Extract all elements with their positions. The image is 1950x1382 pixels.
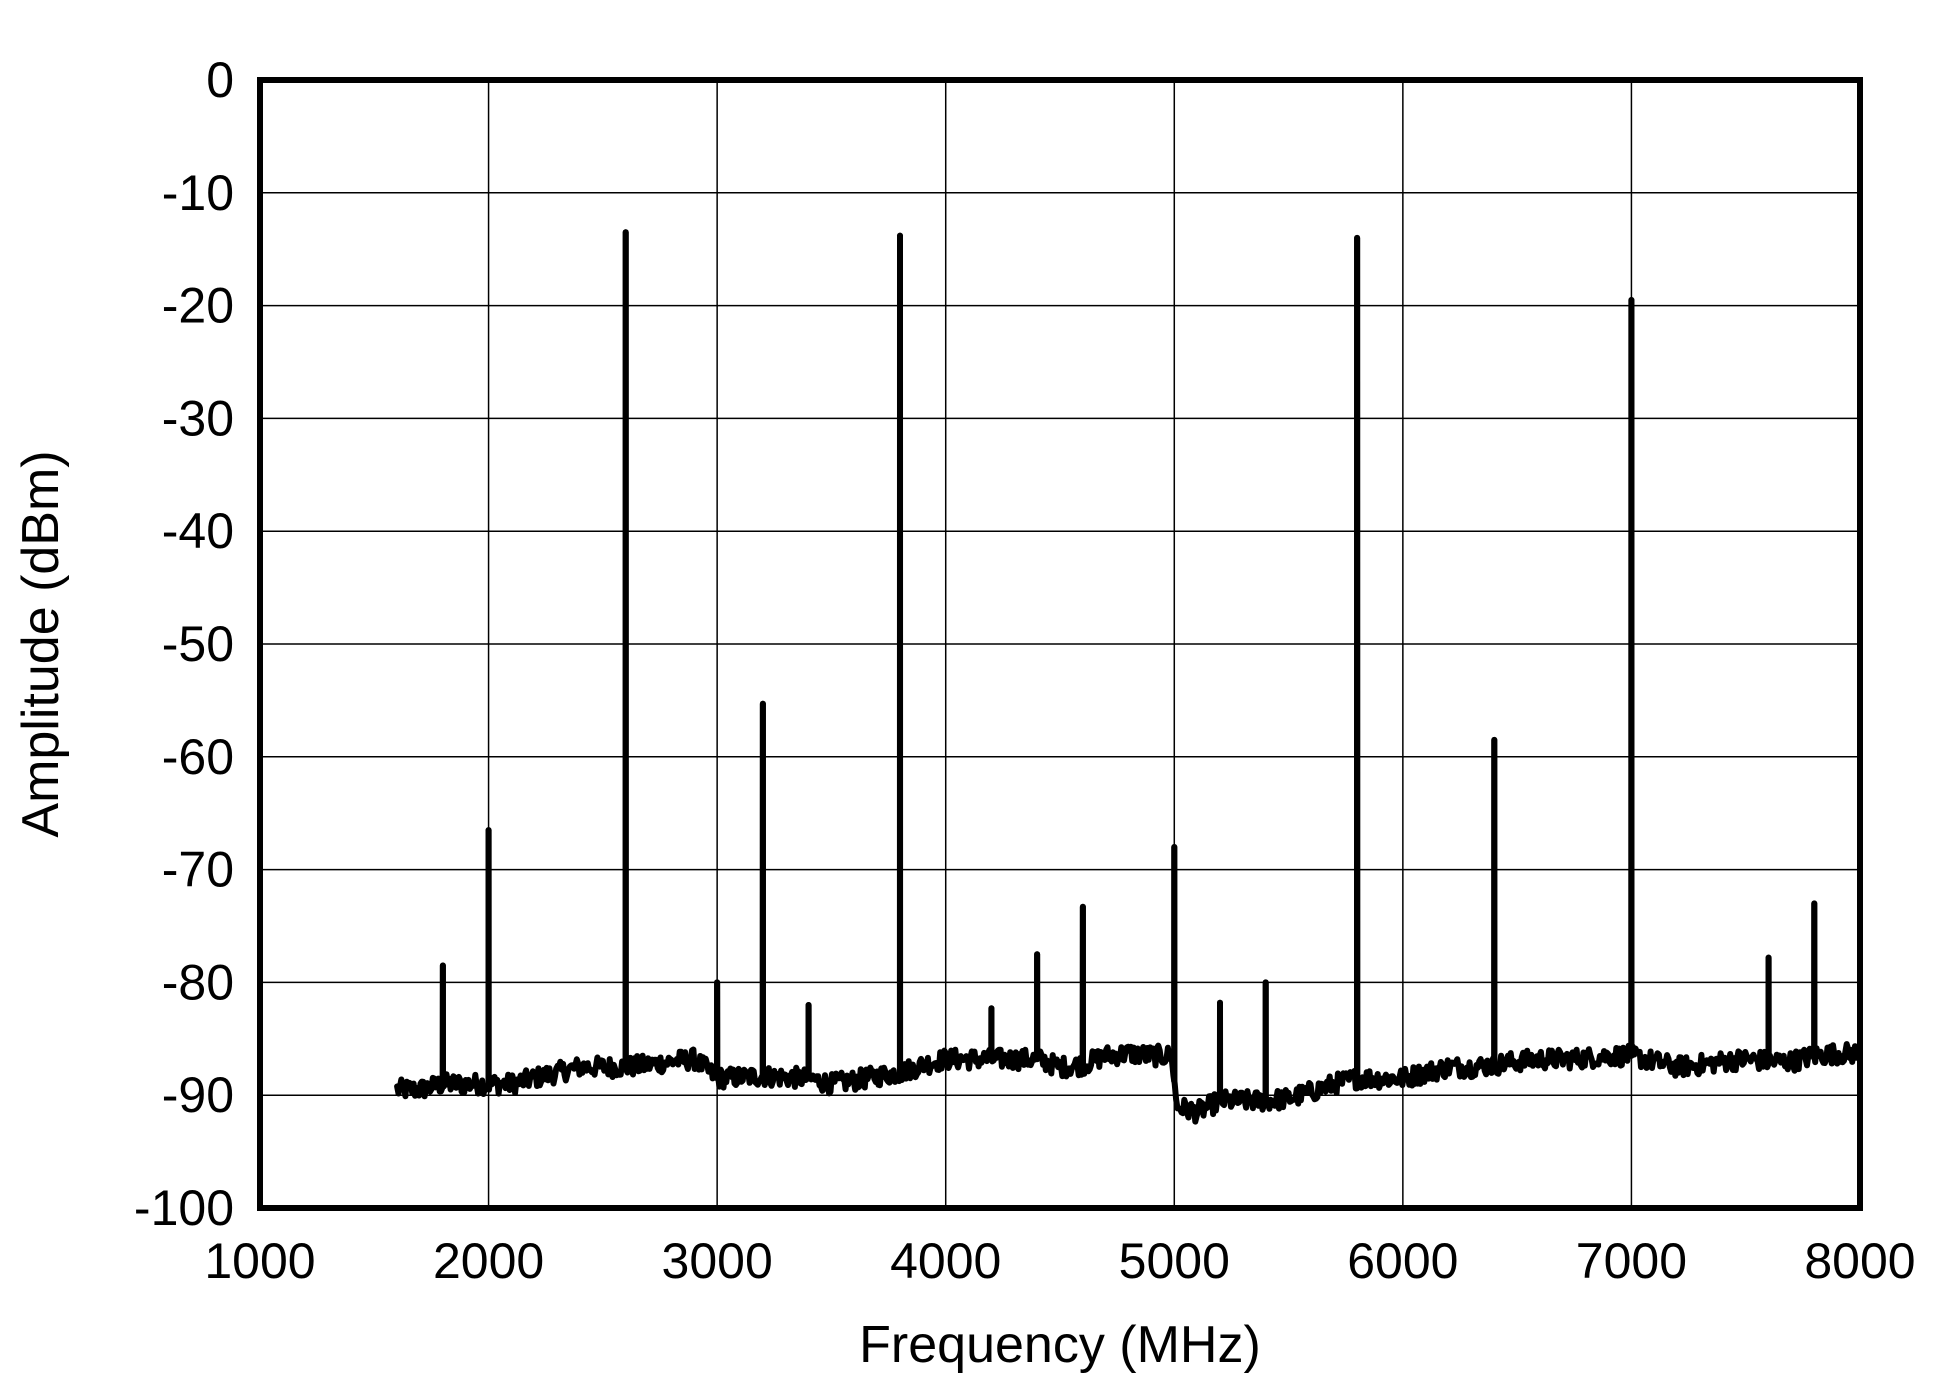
x-tick-label-7: 8000 xyxy=(1804,1233,1915,1289)
plot-area xyxy=(394,229,1863,1125)
y-tick-label-0: 0 xyxy=(206,52,234,108)
x-tick-label-5: 6000 xyxy=(1347,1233,1458,1289)
x-tick-label-3: 4000 xyxy=(890,1233,1001,1289)
x-tick-label-6: 7000 xyxy=(1576,1233,1687,1289)
y-tick-label-7: -70 xyxy=(162,842,234,898)
y-axis-title: Amplitude (dBm) xyxy=(12,450,70,837)
y-tick-label-9: -90 xyxy=(162,1067,234,1123)
y-tick-label-5: -50 xyxy=(162,616,234,672)
y-tick-label-1: -10 xyxy=(162,165,234,221)
y-tick-label-2: -20 xyxy=(162,278,234,334)
y-tick-labels: 0 -10 -20 -30 -40 -50 -60 -70 -80 -90 -100 xyxy=(134,52,234,1236)
x-tick-label-4: 5000 xyxy=(1119,1233,1230,1289)
x-tick-label-1: 2000 xyxy=(433,1233,544,1289)
x-tick-labels: 1000 2000 3000 4000 5000 6000 7000 8000 xyxy=(204,1233,1915,1289)
x-axis-title: Frequency (MHz) xyxy=(859,1316,1261,1374)
x-tick-label-2: 3000 xyxy=(662,1233,773,1289)
y-tick-label-8: -80 xyxy=(162,954,234,1010)
y-tick-label-3: -30 xyxy=(162,390,234,446)
x-tick-label-0: 1000 xyxy=(204,1233,315,1289)
y-tick-label-4: -40 xyxy=(162,503,234,559)
plot-frame xyxy=(257,77,1863,1211)
y-tick-label-6: -60 xyxy=(162,729,234,785)
spectrum-trace xyxy=(394,229,1863,1125)
y-tick-label-10: -100 xyxy=(134,1180,234,1236)
